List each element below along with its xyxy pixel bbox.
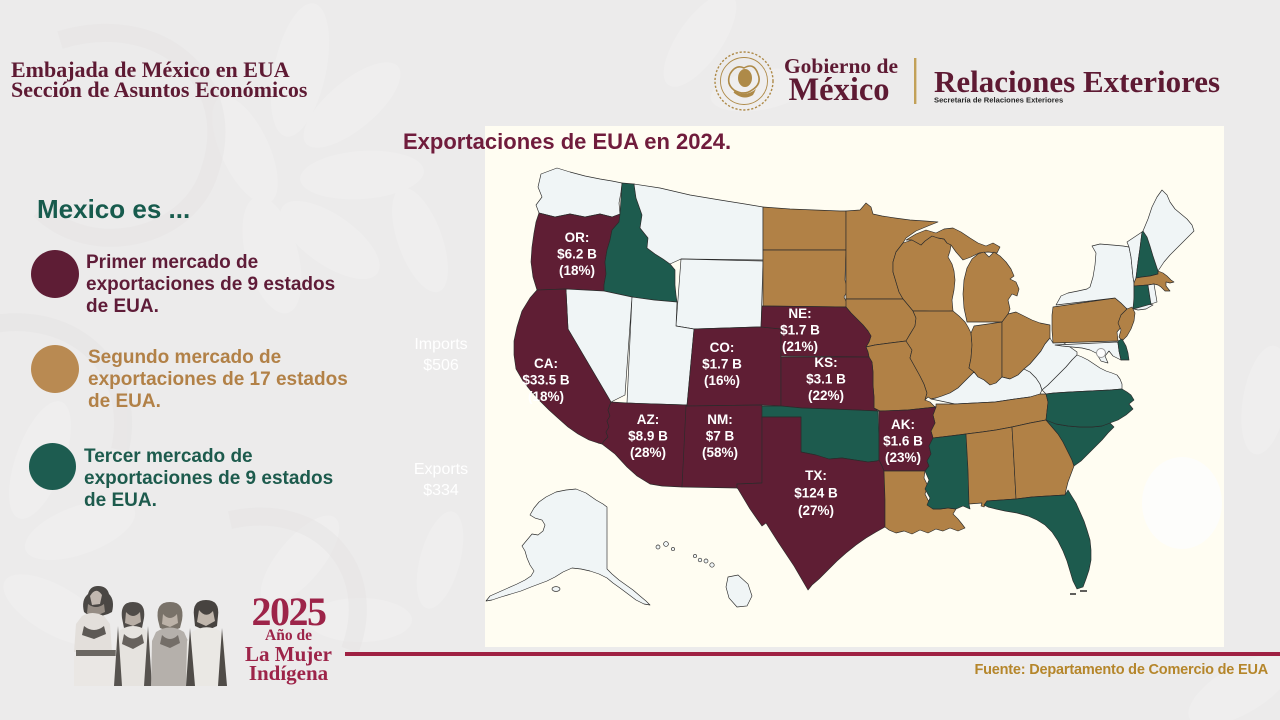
svg-text:CO:: CO: [710,340,735,355]
svg-text:$1.6 B: $1.6 B [883,434,923,449]
svg-text:Gobierno de: Gobierno de [784,54,898,78]
svg-text:(18%): (18%) [559,263,595,278]
svg-text:AK:: AK: [891,417,915,432]
svg-text:$1.7 B: $1.7 B [702,357,742,372]
svg-text:NM:: NM: [707,412,733,427]
svg-text:México: México [788,72,889,108]
svg-text:$8.9 B: $8.9 B [628,429,668,444]
svg-text:CA:: CA: [534,356,558,371]
svg-text:NE:: NE: [788,306,811,321]
svg-text:$3.1 B: $3.1 B [806,372,846,387]
svg-text:$6.2 B: $6.2 B [557,247,597,262]
svg-text:(21%): (21%) [782,339,818,354]
svg-text:(23%): (23%) [885,450,921,465]
svg-text:(27%): (27%) [798,503,834,518]
svg-text:KS:: KS: [814,355,837,370]
svg-text:$124 B: $124 B [794,486,838,501]
svg-text:(28%): (28%) [630,445,666,460]
svg-text:(22%): (22%) [808,388,844,403]
svg-text:$1.7 B: $1.7 B [780,323,820,338]
svg-text:Secretaría de Relaciones Exter: Secretaría de Relaciones Exteriores [934,96,1063,105]
svg-text:AZ:: AZ: [637,412,660,427]
svg-text:(18%): (18%) [528,389,564,404]
svg-text:Relaciones Exteriores: Relaciones Exteriores [934,64,1220,99]
svg-text:(58%): (58%) [702,445,738,460]
svg-text:$7 B: $7 B [706,429,735,444]
svg-text:TX:: TX: [805,468,827,483]
svg-text:$33.5 B: $33.5 B [522,373,570,388]
svg-text:(16%): (16%) [704,373,740,388]
svg-text:OR:: OR: [565,230,590,245]
